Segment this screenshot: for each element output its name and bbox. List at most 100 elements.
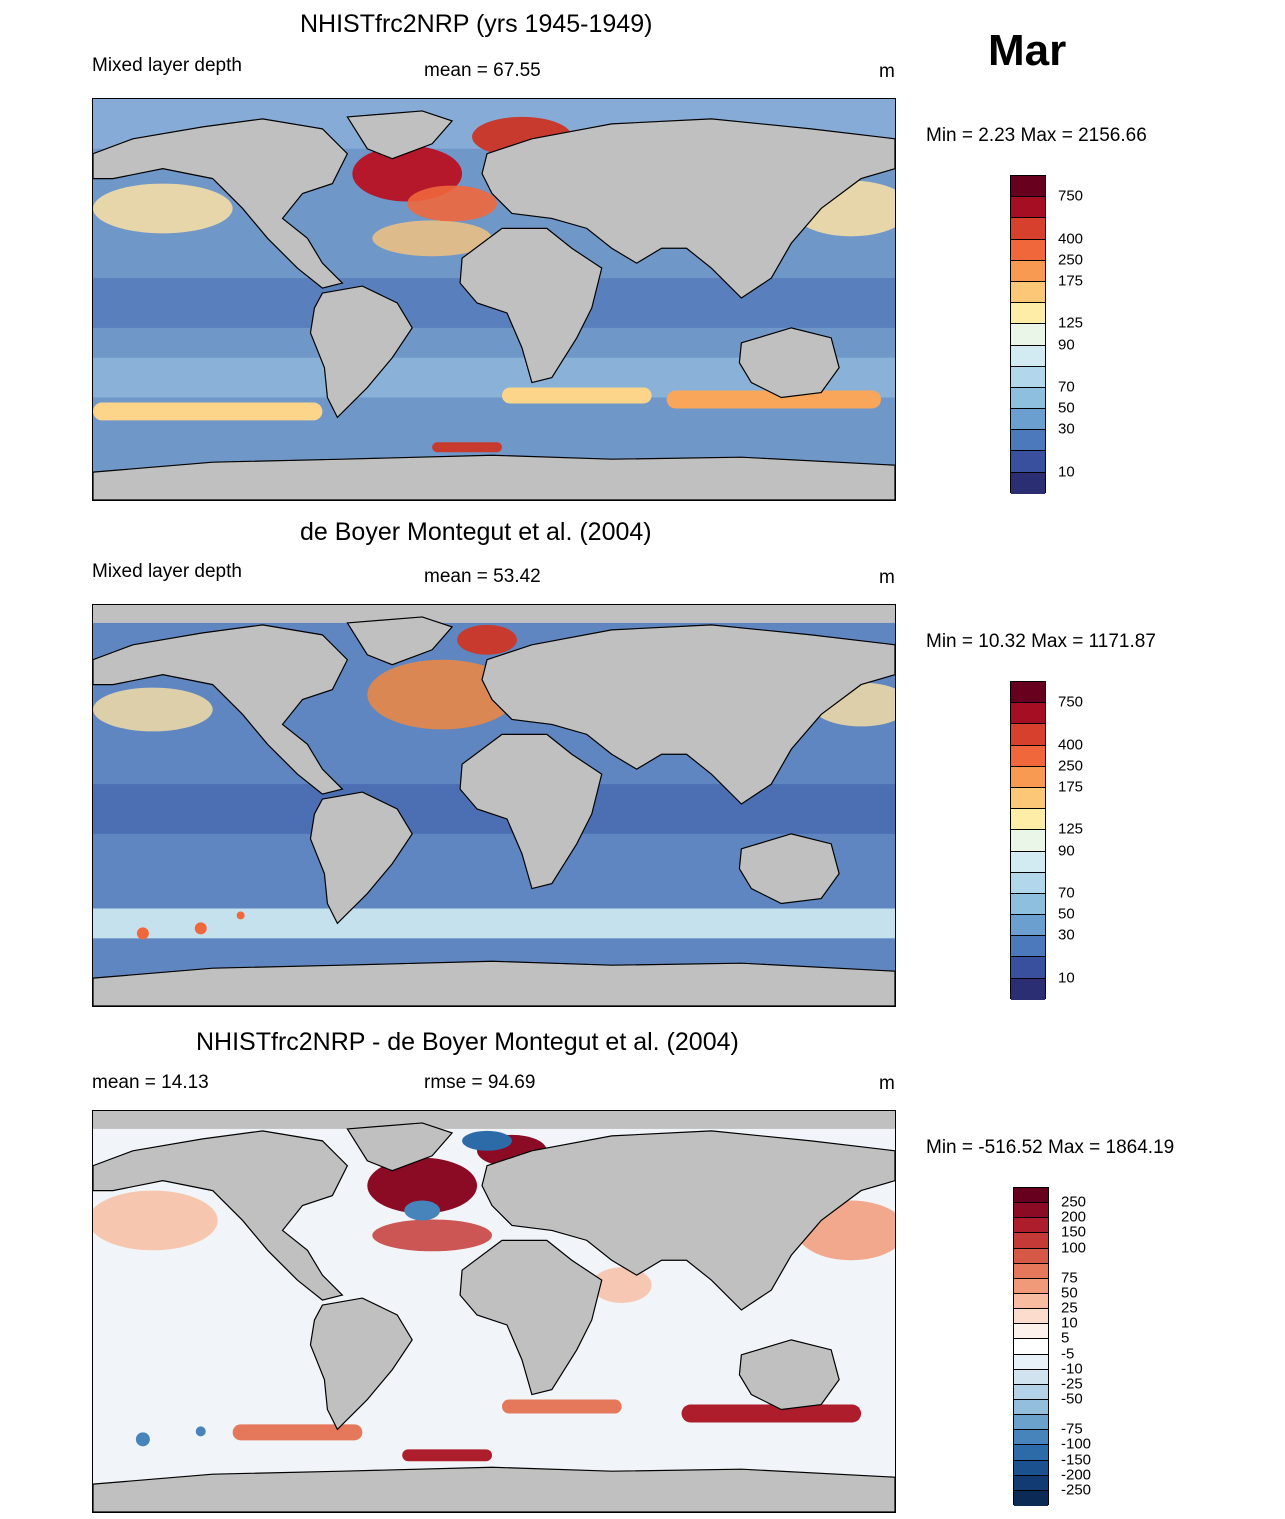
colorbar-box [1011,387,1045,410]
month-label: Mar [988,26,1067,75]
colorbar-label: 400 [1058,230,1084,248]
colorbar-box [1011,724,1045,746]
colorbar-box [1011,345,1045,367]
eurasia [481,1130,895,1311]
colorbar-label: 10 [1061,1314,1078,1332]
colorbar-label: 125 [1058,820,1084,838]
colorbar-box [1014,1293,1048,1310]
weddell-maximum [432,442,502,453]
australia [738,833,840,905]
colorbar-label: 75 [1061,1269,1078,1287]
south-indian-band [501,387,652,404]
colorbar-box [1011,957,1045,979]
colorbar-box [1011,197,1045,219]
land-masses [93,1122,895,1512]
north-pacific-high [93,183,233,234]
panel3-map [92,1110,896,1513]
colorbar-label: 175 [1058,778,1084,796]
southern-ocean-band [93,908,895,939]
nordic-seas-negative [462,1130,512,1151]
southern-ocean-negative [135,1432,150,1447]
colorbar-label: 70 [1058,884,1075,902]
arabian-sea-positive [591,1267,652,1304]
colorbar-box [1014,1399,1048,1416]
eurasia [481,624,895,805]
colorbar-box [1014,1445,1048,1461]
north-atlantic-negative [404,1200,441,1221]
colorbar-label: 150 [1061,1223,1087,1241]
colorbar-box [1014,1218,1048,1234]
south-america [309,791,413,925]
land-masses [93,110,895,500]
colorbar-box [1011,745,1045,767]
colorbar-box [1014,1233,1048,1249]
southern-ocean-spot [194,922,207,935]
eurasia [481,118,895,299]
panel1-minmax: Min = 2.23 Max = 2156.66 [926,125,1147,146]
colorbar-label: 50 [1058,399,1075,417]
panel2-map [92,604,896,1007]
colorbar-label: 125 [1058,314,1084,332]
south-indian-positive [501,1399,622,1414]
south-america [309,1297,413,1431]
colorbar-label: 10 [1058,969,1075,987]
colorbar-box [1014,1248,1048,1264]
colorbar-box [1014,1309,1048,1325]
panel1-title: NHISTfrc2NRP (yrs 1945-1949) [300,10,653,38]
antarctica [93,454,895,500]
north-america [93,624,349,795]
colorbar-label: -50 [1061,1390,1083,1408]
colorbar-box [1011,239,1045,261]
colorbar-box [1014,1324,1048,1340]
colorbar-label: 50 [1058,905,1075,923]
colorbar-label: -10 [1061,1360,1083,1378]
colorbar-box [1011,682,1045,704]
colorbar-box [1011,451,1045,473]
colorbar-box [1014,1490,1048,1506]
colorbar-box [1011,218,1045,240]
colorbar-label: -25 [1061,1375,1083,1393]
land-masses [93,616,895,1006]
panel3-units-label: m [879,1073,895,1094]
antarctica [93,960,895,1006]
colorbar-label: 30 [1058,926,1075,944]
colorbar-box [1014,1475,1048,1491]
colorbar-box [1011,303,1045,325]
panel2-map-canvas [93,605,895,1006]
panel3-minmax: Min = -516.52 Max = 1864.19 [926,1137,1175,1158]
colorbar-box [1011,830,1045,852]
colorbar-label: 90 [1058,336,1075,354]
colorbar-label: 90 [1058,842,1075,860]
africa [459,733,603,890]
colorbar-box [1011,409,1045,431]
panel2-minmax: Min = 10.32 Max = 1171.87 [926,631,1156,652]
south-indian-east-band [666,390,882,409]
greenland [346,110,454,160]
south-america [309,285,413,419]
colorbar-label: 250 [1061,1193,1087,1211]
colorbar-label: -200 [1061,1466,1092,1484]
colorbar-box [1011,430,1045,452]
colorbar-box [1014,1460,1048,1476]
arctic-missing-data [93,605,895,623]
colorbar-box [1011,703,1045,725]
panel1-variable-label: Mixed layer depth [92,55,242,76]
antarctica [93,1466,895,1512]
colorbar-label: 10 [1058,463,1075,481]
colorbar-boxes [1013,1187,1049,1506]
panel3-title: NHISTfrc2NRP - de Boyer Montegut et al. … [196,1028,739,1056]
colorbar-label: 250 [1058,757,1084,775]
colorbar-label: 50 [1061,1284,1078,1302]
panel2-title: de Boyer Montegut et al. (2004) [300,518,652,546]
north-atlantic-band [372,220,493,257]
weddell-positive [402,1449,493,1462]
colorbar-boxes [1010,681,1046,1000]
colorbar-box [1011,472,1045,494]
colorbar-label: 750 [1058,187,1084,205]
subpolar-gyre [407,185,497,222]
colorbar-box [1011,766,1045,788]
colorbar-box [1011,893,1045,916]
colorbar-box [1011,787,1045,810]
colorbar-label: -150 [1061,1451,1092,1469]
colorbar-box [1014,1354,1048,1370]
